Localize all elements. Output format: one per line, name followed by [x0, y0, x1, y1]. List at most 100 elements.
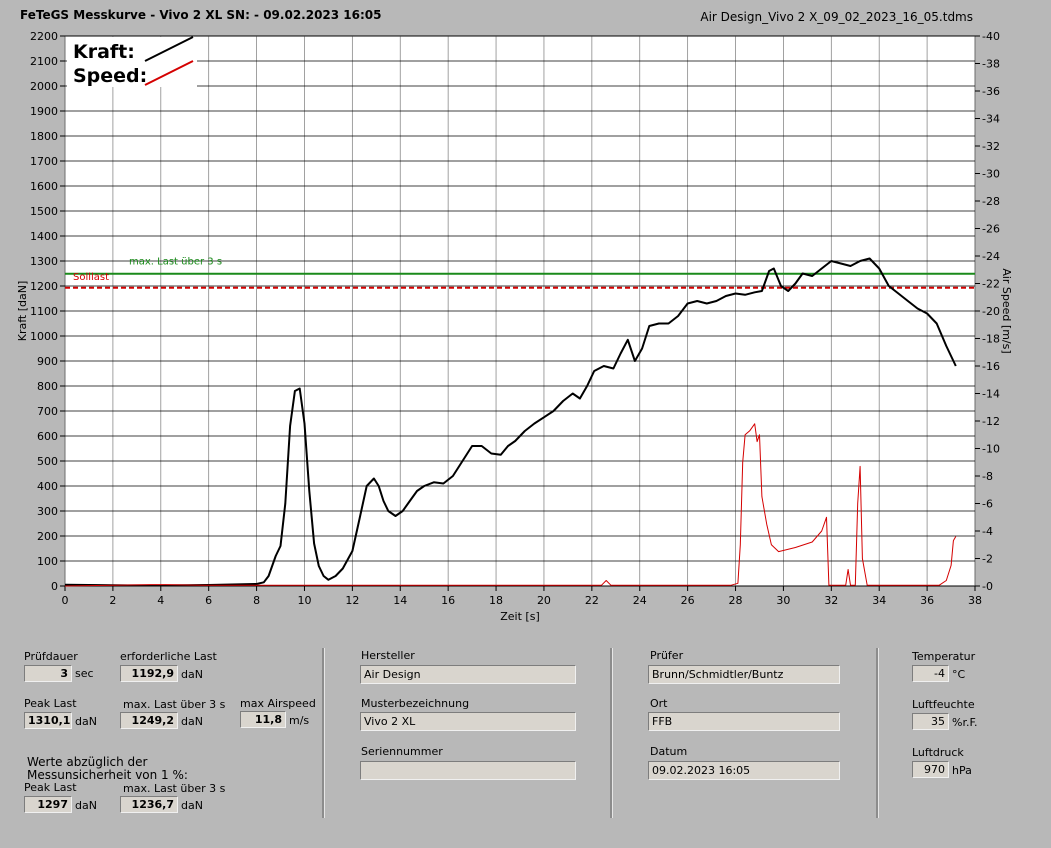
muster-field[interactable]: Vivo 2 XL: [360, 712, 576, 731]
y-tick-label: 2000: [30, 80, 58, 93]
y2-tick-label: -2: [982, 553, 993, 566]
y2-tick-label: -38: [982, 58, 1000, 71]
pruefdauer-unit: sec: [75, 667, 94, 680]
peak-last2-unit: daN: [75, 799, 97, 812]
luftfeuchte-label: Luftfeuchte: [912, 698, 975, 711]
werte-text-line1: Werte abzüglich der: [27, 755, 148, 769]
y-tick-label: 1100: [30, 305, 58, 318]
y-tick-label: 100: [37, 555, 58, 568]
x-tick-label: 20: [537, 594, 551, 607]
y2-tick-label: -28: [982, 195, 1000, 208]
pruefer-field[interactable]: Brunn/Schmidtler/Buntz: [648, 665, 840, 684]
x-tick-label: 30: [776, 594, 790, 607]
series-line-speed: [64, 423, 957, 587]
y-tick-label: 1200: [30, 280, 58, 293]
x-tick-label: 32: [824, 594, 838, 607]
y2-tick-label: -18: [982, 333, 1000, 346]
erf-last-unit: daN: [181, 668, 203, 681]
solllast-line-label: Solllast: [73, 272, 109, 283]
serien-label: Seriennummer: [361, 745, 443, 758]
peak-last2-field[interactable]: 1297: [24, 796, 72, 813]
y2-tick-label: -10: [982, 443, 1000, 456]
legend-label-kraft: Kraft:: [73, 41, 135, 63]
luftfeuchte-field[interactable]: 35: [912, 713, 949, 730]
erf-last-label: erforderliche Last: [120, 650, 217, 663]
max-airspeed-field[interactable]: 11,8: [240, 711, 286, 728]
legend-swatch-speed: [144, 60, 194, 86]
panel-separator: [610, 648, 613, 818]
peak-last2-label: Peak Last: [24, 781, 77, 794]
x-tick-label: 6: [205, 594, 212, 607]
y-tick-label: 600: [37, 430, 58, 443]
y2-tick-label: -16: [982, 360, 1000, 373]
legend-swatch-kraft: [144, 36, 194, 62]
x-tick-label: 4: [157, 594, 164, 607]
y-tick-label: 1400: [30, 230, 58, 243]
y-tick-label: 0: [51, 580, 58, 593]
y-tick-label: 200: [37, 530, 58, 543]
x-tick-label: 12: [345, 594, 359, 607]
ort-field[interactable]: FFB: [648, 712, 840, 731]
y-tick-label: 300: [37, 505, 58, 518]
y2-tick-label: -26: [982, 223, 1000, 236]
pruefdauer-field[interactable]: 3: [24, 665, 72, 682]
y-tick-label: 1600: [30, 180, 58, 193]
luftdruck-label: Luftdruck: [912, 746, 964, 759]
max-last-field[interactable]: 1249,2: [120, 712, 178, 729]
max-last2-label: max. Last über 3 s: [123, 782, 226, 795]
y2-tick-label: -34: [982, 113, 1000, 126]
y-tick-label: 900: [37, 355, 58, 368]
y-tick-label: 2200: [30, 30, 58, 43]
x-tick-label: 14: [393, 594, 407, 607]
x-tick-label: 18: [489, 594, 503, 607]
y2-tick-label: -12: [982, 415, 1000, 428]
x-tick-label: 28: [729, 594, 743, 607]
max-airspeed-unit: m/s: [289, 714, 310, 727]
x-tick-label: 10: [297, 594, 311, 607]
x-tick-label: 26: [681, 594, 695, 607]
data-file-name: Air Design_Vivo 2 X_09_02_2023_16_05.tdm…: [700, 10, 973, 24]
hersteller-field[interactable]: Air Design: [360, 665, 576, 684]
y2-tick-label: -4: [982, 525, 993, 538]
y2-tick-label: -6: [982, 498, 993, 511]
max-last2-field[interactable]: 1236,7: [120, 796, 178, 813]
max-last-unit: daN: [181, 715, 203, 728]
y-axis-label: Kraft [daN]: [16, 281, 29, 342]
y-tick-label: 500: [37, 455, 58, 468]
luftdruck-field[interactable]: 970: [912, 761, 949, 778]
y-tick-label: 1900: [30, 105, 58, 118]
datum-label: Datum: [650, 745, 688, 758]
muster-label: Musterbezeichnung: [361, 697, 470, 710]
y-tick-label: 1500: [30, 205, 58, 218]
max-last-label: max. Last über 3 s: [123, 698, 226, 711]
y-tick-label: 700: [37, 405, 58, 418]
x-tick-label: 34: [872, 594, 886, 607]
serien-field[interactable]: [360, 761, 576, 780]
x-tick-label: 36: [920, 594, 934, 607]
y-tick-label: 1000: [30, 330, 58, 343]
max-last-line-label: max. Last über 3 s: [129, 257, 222, 268]
peak-last-field[interactable]: 1310,1: [24, 712, 72, 729]
temperatur-field[interactable]: -4: [912, 665, 949, 682]
werte-text-line2: Messunsicherheit von 1 %:: [27, 768, 188, 782]
chart-window-title: FeTeGS Messkurve - Vivo 2 XL SN: - 09.02…: [20, 8, 382, 22]
y2-tick-label: -0: [982, 580, 993, 593]
max-last2-unit: daN: [181, 799, 203, 812]
x-tick-label: 24: [633, 594, 647, 607]
y2-tick-label: -14: [982, 388, 1000, 401]
temperatur-label: Temperatur: [912, 650, 976, 663]
x-tick-label: 38: [968, 594, 982, 607]
series-line-kraft: [64, 257, 957, 587]
y-tick-label: 400: [37, 480, 58, 493]
datum-field[interactable]: 09.02.2023 16:05: [648, 761, 840, 780]
y2-tick-label: -40: [982, 30, 1000, 43]
y2-tick-label: -36: [982, 85, 1000, 98]
erf-last-field[interactable]: 1192,9: [120, 665, 178, 682]
y2-axis-label: Air Speed [m/s]: [1000, 268, 1013, 353]
peak-last-unit: daN: [75, 715, 97, 728]
ort-label: Ort: [650, 697, 668, 710]
temperatur-unit: °C: [952, 668, 966, 681]
y2-tick-label: -32: [982, 140, 1000, 153]
x-tick-label: 0: [62, 594, 69, 607]
max-airspeed-label: max Airspeed: [240, 697, 316, 710]
